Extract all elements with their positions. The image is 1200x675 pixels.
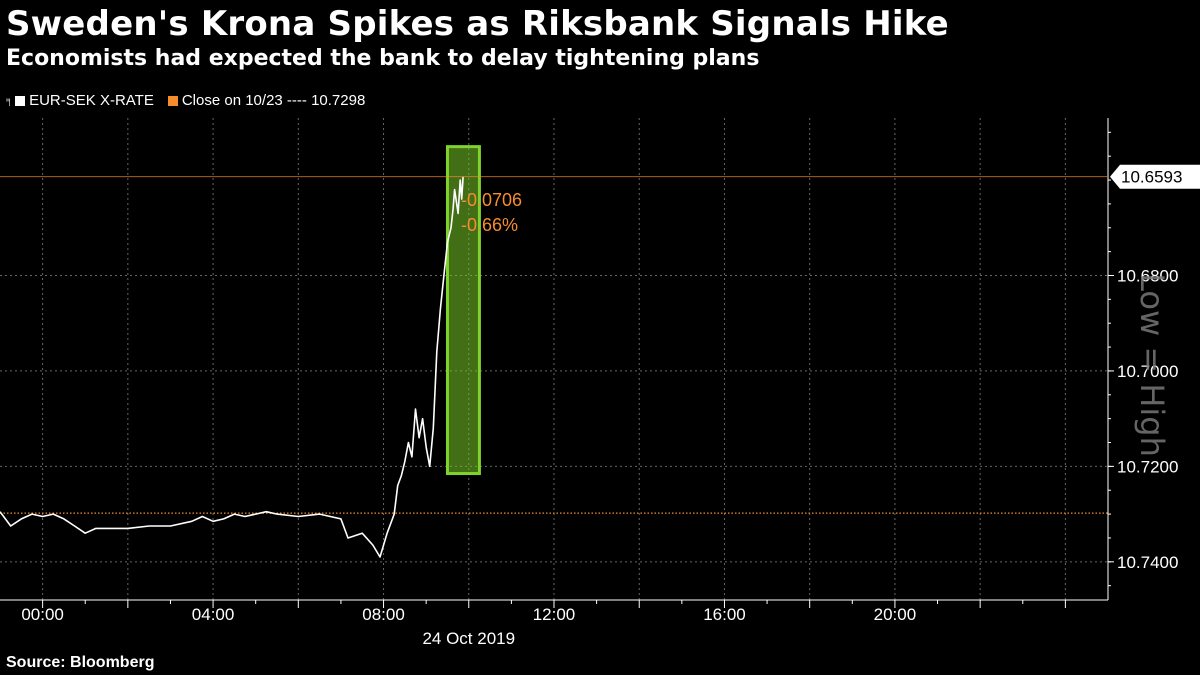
watermark-text: Low = High — [1133, 273, 1171, 457]
legend-swatch-series — [15, 95, 26, 106]
chart-subtitle: Economists had expected the bank to dela… — [6, 46, 760, 71]
y-tick-label: 10.7200 — [1117, 457, 1178, 476]
ohlc-tick-icon: ╕ — [6, 95, 14, 106]
legend-swatch-close — [167, 95, 178, 106]
chart-title: Sweden's Krona Spikes as Riksbank Signal… — [6, 4, 949, 44]
legend-item-close: Close on 10/23 ---- 10.7298 — [167, 92, 366, 109]
legend: ╕ EUR-SEK X-RATE Close on 10/23 ---- 10.… — [6, 92, 379, 109]
last-value-label: 10.6593 — [1121, 168, 1182, 187]
y-tick-label: 10.6800 — [1117, 266, 1178, 285]
x-tick-label: 20:00 — [874, 605, 917, 624]
highlight-box — [445, 145, 481, 476]
legend-item-series: ╕ EUR-SEK X-RATE — [6, 92, 154, 109]
x-tick-label: 16:00 — [703, 605, 746, 624]
last-value-flag — [1110, 164, 1200, 189]
source-note: Source: Bloomberg — [6, 654, 155, 671]
y-tick-label: 10.7000 — [1117, 362, 1178, 381]
annotation-change-abs: -0.0706 — [461, 190, 523, 210]
y-tick-label: 10.7400 — [1117, 553, 1178, 572]
x-tick-label: 04:00 — [192, 605, 235, 624]
x-tick-label: 08:00 — [362, 605, 405, 624]
x-tick-label: 00:00 — [21, 605, 64, 624]
legend-series-label: EUR-SEK X-RATE — [29, 92, 154, 109]
watermark: Low = High — [1112, 240, 1192, 490]
x-tick-label: 12:00 — [533, 605, 576, 624]
legend-close-label: Close on 10/23 ---- 10.7298 — [181, 92, 366, 109]
annotation-change-pct: -0.66% — [461, 215, 519, 235]
x-axis-label: 24 Oct 2019 — [422, 629, 515, 648]
series-line-eur-sek — [0, 176, 464, 558]
